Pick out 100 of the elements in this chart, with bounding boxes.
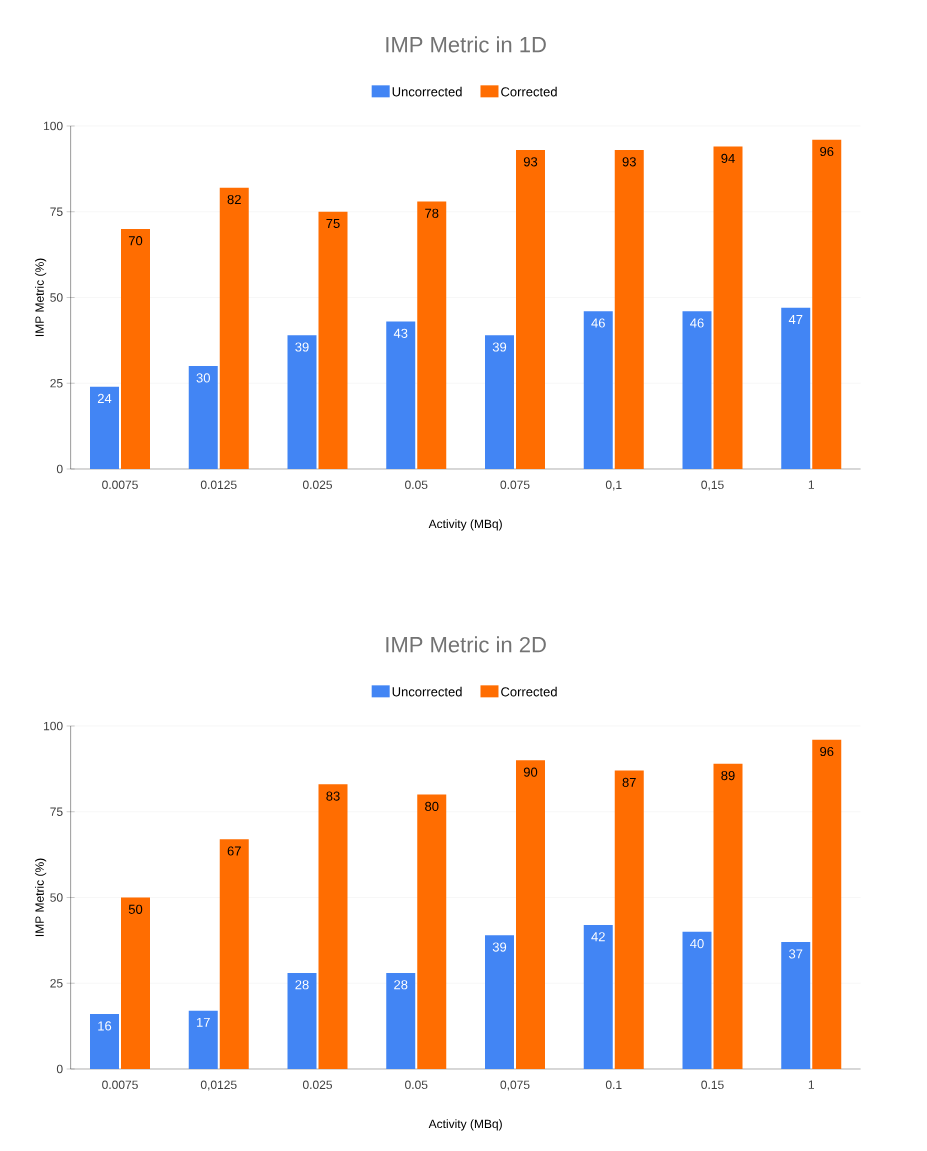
y-axis-title: IMP Metric (%) [35, 858, 47, 937]
bar [90, 1014, 119, 1069]
x-tick-label: 0.0075 [102, 1080, 138, 1090]
x-tick-label: 0,15 [701, 480, 724, 491]
bar [287, 335, 317, 469]
bar [812, 739, 842, 1069]
x-tick-label: 0,1 [605, 480, 622, 491]
y-tick-label: 25 [50, 979, 63, 988]
bar [287, 972, 317, 1069]
chart-title: IMP Metric in 2D [386, 636, 546, 653]
x-tick-label: 0.0075 [102, 480, 138, 490]
data-label: 87 [622, 777, 636, 787]
data-label: 39 [492, 942, 507, 952]
data-label: 37 [789, 949, 803, 959]
y-tick-label: 75 [50, 207, 63, 216]
y-tick-label: 50 [50, 893, 63, 902]
y-tick-label: 25 [50, 379, 63, 388]
x-tick-label: 0.025 [302, 1080, 332, 1090]
data-label: 93 [622, 157, 636, 167]
data-label: 90 [523, 767, 538, 777]
bar [485, 335, 514, 469]
y-tick-label: 0 [56, 1064, 63, 1074]
data-label: 46 [690, 318, 704, 328]
y-tick-label: 75 [50, 807, 63, 816]
data-label: 93 [523, 157, 538, 167]
data-label: 30 [196, 373, 210, 383]
data-label: 17 [197, 1017, 210, 1027]
data-label: 67 [227, 846, 241, 856]
bar [386, 972, 416, 1069]
bar [219, 187, 249, 469]
x-tick-label: 0,0125 [200, 1080, 237, 1091]
bar [318, 211, 348, 469]
bar [121, 228, 150, 469]
data-label: 16 [98, 1021, 112, 1031]
bar [516, 150, 545, 469]
x-tick-label: 0.0125 [200, 480, 237, 490]
x-axis-title: Activity (MBq) [428, 1119, 502, 1131]
x-tick-label: 0.025 [302, 480, 332, 490]
data-label: 80 [425, 801, 439, 811]
x-axis-title: Activity (MBq) [428, 519, 502, 531]
data-label: 28 [295, 980, 309, 990]
legend-label: Corrected [501, 686, 557, 697]
bar [614, 770, 644, 1069]
x-tick-label: 0.05 [405, 480, 428, 490]
bar [781, 942, 811, 1069]
bar [713, 146, 743, 469]
y-tick-label: 100 [43, 121, 63, 131]
data-label: 40 [690, 938, 704, 949]
data-label: 75 [326, 218, 340, 229]
bar [121, 897, 150, 1069]
bar [614, 150, 644, 469]
bar [188, 366, 218, 469]
x-tick-label: 0.1 [605, 1080, 622, 1090]
bar [485, 935, 514, 1069]
bar [583, 924, 613, 1069]
data-label: 39 [492, 342, 507, 352]
y-axis-title: IMP Metric (%) [35, 258, 47, 337]
data-label: 39 [295, 342, 309, 352]
bar [516, 760, 545, 1069]
x-tick-label: 0,075 [500, 1080, 530, 1091]
bar [417, 201, 447, 469]
data-label: 96 [820, 746, 834, 757]
data-label: 24 [97, 393, 112, 403]
x-tick-label: 1 [808, 1080, 814, 1089]
y-tick-label: 50 [50, 293, 63, 302]
bar [682, 931, 712, 1069]
data-label: 70 [128, 236, 143, 246]
y-tick-label: 0 [56, 464, 63, 474]
data-label: 94 [721, 153, 735, 163]
bar [781, 307, 811, 469]
legend-label: Uncorrected [392, 86, 462, 97]
y-tick-label: 100 [43, 721, 63, 731]
data-label: 43 [393, 328, 408, 338]
bar [583, 311, 613, 469]
data-label: 46 [591, 318, 605, 328]
bar [90, 386, 119, 469]
legend-label: Corrected [501, 86, 557, 97]
x-tick-label: 0.075 [500, 480, 530, 490]
chart-title: IMP Metric in 1D [386, 36, 546, 53]
data-label: 78 [425, 208, 439, 218]
data-label: 42 [591, 932, 605, 942]
bar [219, 839, 249, 1069]
data-label: 82 [227, 194, 241, 205]
bar [386, 321, 416, 469]
bar [812, 139, 842, 469]
bar [188, 1010, 218, 1069]
bar [417, 794, 447, 1069]
x-tick-label: 0.15 [701, 1080, 724, 1090]
data-label: 83 [326, 791, 340, 801]
data-label: 89 [721, 770, 735, 781]
bar [682, 311, 712, 469]
legend-label: Uncorrected [392, 686, 462, 697]
x-tick-label: 0.05 [405, 1080, 428, 1090]
data-label: 96 [820, 146, 834, 157]
data-label: 28 [394, 980, 408, 990]
bar [713, 763, 743, 1069]
data-label: 47 [788, 314, 803, 324]
data-label: 50 [128, 904, 143, 914]
bar [318, 784, 348, 1069]
x-tick-label: 1 [808, 480, 814, 489]
